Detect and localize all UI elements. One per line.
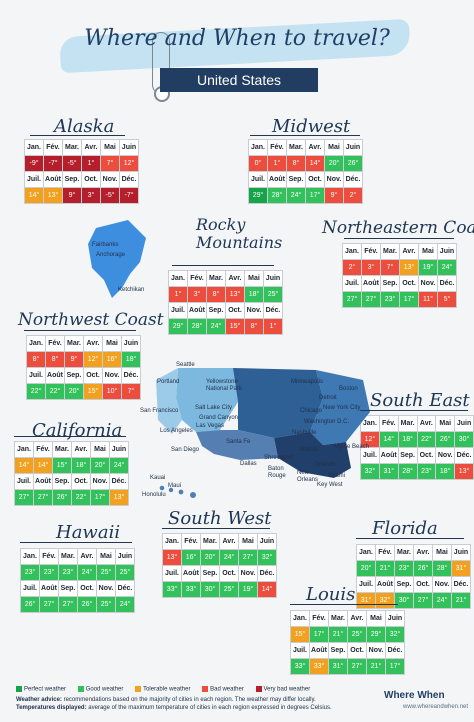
region-label-alaska: Alaska <box>54 116 115 137</box>
south-east-region-shape <box>274 432 351 478</box>
city-label: Salt Lake City <box>195 405 233 411</box>
city-label: Chicago <box>300 408 323 414</box>
notes: Weather advice: recommendations based on… <box>16 696 376 712</box>
city-label: Orlando <box>314 462 336 468</box>
city-label: Kauai <box>150 475 166 481</box>
city-label: Yellowstone National Park <box>206 379 243 392</box>
northeast-region-shape <box>310 370 370 445</box>
rocky-underline <box>172 265 274 266</box>
region-label-rocky-mountains: Rocky Mountains <box>196 215 283 252</box>
region-label-northeastern-coast: Northeastern Coast <box>322 218 474 238</box>
legend: Perfect weather Good weather Tolerable w… <box>16 686 320 693</box>
usa-map <box>156 368 370 478</box>
table-florida: Jan. Fév. Mar. Avr. Mai Juin 20° 21° 23° 26° 28° 3… <box>356 544 471 609</box>
temperatures-line: Temperatures displayed: average of the m… <box>16 705 332 711</box>
city-label: Seattle <box>176 362 195 368</box>
table-california: Jan. Fév. Mar. Avr. Mai Juin 14° 14° 15° 18° 20° 2… <box>14 441 129 506</box>
table-alaska: Jan. Fév. Mar. Avr. Mai Juin -9° -7° -5° 1° 7° 12°… <box>24 139 139 204</box>
region-label-midwest: Midwest <box>272 116 351 137</box>
city-label: Maui <box>168 483 182 489</box>
west-region-shape <box>176 368 238 432</box>
louisiana-underline <box>290 604 398 605</box>
city-label: Atlanta <box>299 447 318 453</box>
northwest-underline <box>24 330 136 331</box>
region-label-northwest-coast: Northwest Coast <box>18 310 164 330</box>
legend-item-tolerable: Tolerable weather <box>135 686 190 693</box>
page-subtitle: United States <box>160 68 318 92</box>
city-label: Miami <box>329 473 345 479</box>
table-louisiana: Jan. Fév. Mar. Avr. Mai Juin 15° 17° 21° 25° 29° 3… <box>290 610 405 675</box>
table-northeastern-coast: Jan. Fév. Mar. Avr. Mai Juin 2° 3° 7° 13° 19° 24° … <box>342 243 457 308</box>
city-label: Nashville <box>292 430 317 436</box>
midwest-region-shape <box>233 368 323 438</box>
region-label-south-west: South West <box>168 508 272 529</box>
city-label: New Orleans <box>297 470 319 483</box>
city-label: Honolulu <box>142 492 166 498</box>
city-label: Key West <box>317 482 343 488</box>
city-label: Myrtle Beach <box>334 444 370 450</box>
midwest-underline <box>250 135 360 136</box>
city-label: New York City <box>323 405 361 411</box>
legend-item-perfect: Perfect weather <box>16 686 66 693</box>
city-label: San Diego <box>171 447 200 453</box>
hawaii-map-shape <box>159 485 196 498</box>
table-midwest: Jan. Fév. Mar. Avr. Mai Juin 0° 1° 8° 14° 20° 26° … <box>248 139 363 204</box>
city-label: Fairbanks <box>92 242 119 248</box>
site-url: www.whereandwhen.net <box>403 704 469 710</box>
city-label: Washington D.C. <box>304 419 350 425</box>
table-south-west: Jan. Fév. Mar. Avr. Mai Juin 13° 16° 20° 24° 27° 3… <box>162 533 277 598</box>
city-label: Las Vegas <box>196 423 225 429</box>
page-title: Where and When to travel? <box>84 26 390 51</box>
region-label-hawaii: Hawaii <box>56 522 121 543</box>
table-hawaii: Jan. Fév. Mar. Avr. Mai Juin 23° 23° 23° 24° 25° 2… <box>20 548 135 613</box>
california-underline <box>14 436 126 437</box>
table-rocky-mountains: Jan. Fév. Mar. Avr. Mai Juin 1° 3° 8° 13° 18° 25° … <box>168 270 283 335</box>
table-south-east: Jan. Fév. Mar. Avr. Mai Juin 12° 14° 18° 22° 26° 3… <box>360 415 474 480</box>
city-label: Shreveport <box>264 455 294 461</box>
city-label: Boston <box>339 386 358 392</box>
hawaii-underline <box>20 542 132 543</box>
city-label: Detroit <box>319 395 337 401</box>
alaska-map-shape <box>88 220 146 298</box>
table-northwest-coast: Jan. Fév. Mar. Avr. Mai Juin 8° 8° 9° 12° 16° 18° … <box>26 335 141 400</box>
pacific-region-shape <box>156 368 182 434</box>
florida-underline <box>356 538 464 539</box>
brand-logo: Where When <box>384 690 445 701</box>
weather-advice-line: Weather advice: recommendations based on… <box>16 697 316 703</box>
city-label: Los Angeles <box>160 428 193 434</box>
city-label: Dallas <box>240 461 257 467</box>
legend-item-good: Good weather <box>77 686 123 693</box>
city-label: Santa Fe <box>226 439 251 445</box>
city-label: Baton Rouge <box>268 466 286 479</box>
city-label: Grand Canyon <box>199 415 239 421</box>
alaska-underline <box>30 135 125 136</box>
south-east-underline <box>360 410 468 411</box>
northeastern-underline <box>344 238 454 239</box>
city-label: Anchorage <box>96 252 126 258</box>
region-label-california: California <box>32 420 123 441</box>
legend-item-very-bad: Very bad weather <box>255 686 310 693</box>
south-west-underline <box>162 528 270 529</box>
city-label: Minneapolis <box>291 379 324 385</box>
legend-item-bad: Bad weather <box>202 686 244 693</box>
city-label: Portland <box>157 379 180 385</box>
region-label-florida: Florida <box>372 518 438 539</box>
city-label: Ketchikan <box>118 287 145 293</box>
south-west-region-shape <box>196 430 278 460</box>
city-label: San Francisco <box>140 408 179 414</box>
region-label-south-east: South East <box>370 390 470 411</box>
